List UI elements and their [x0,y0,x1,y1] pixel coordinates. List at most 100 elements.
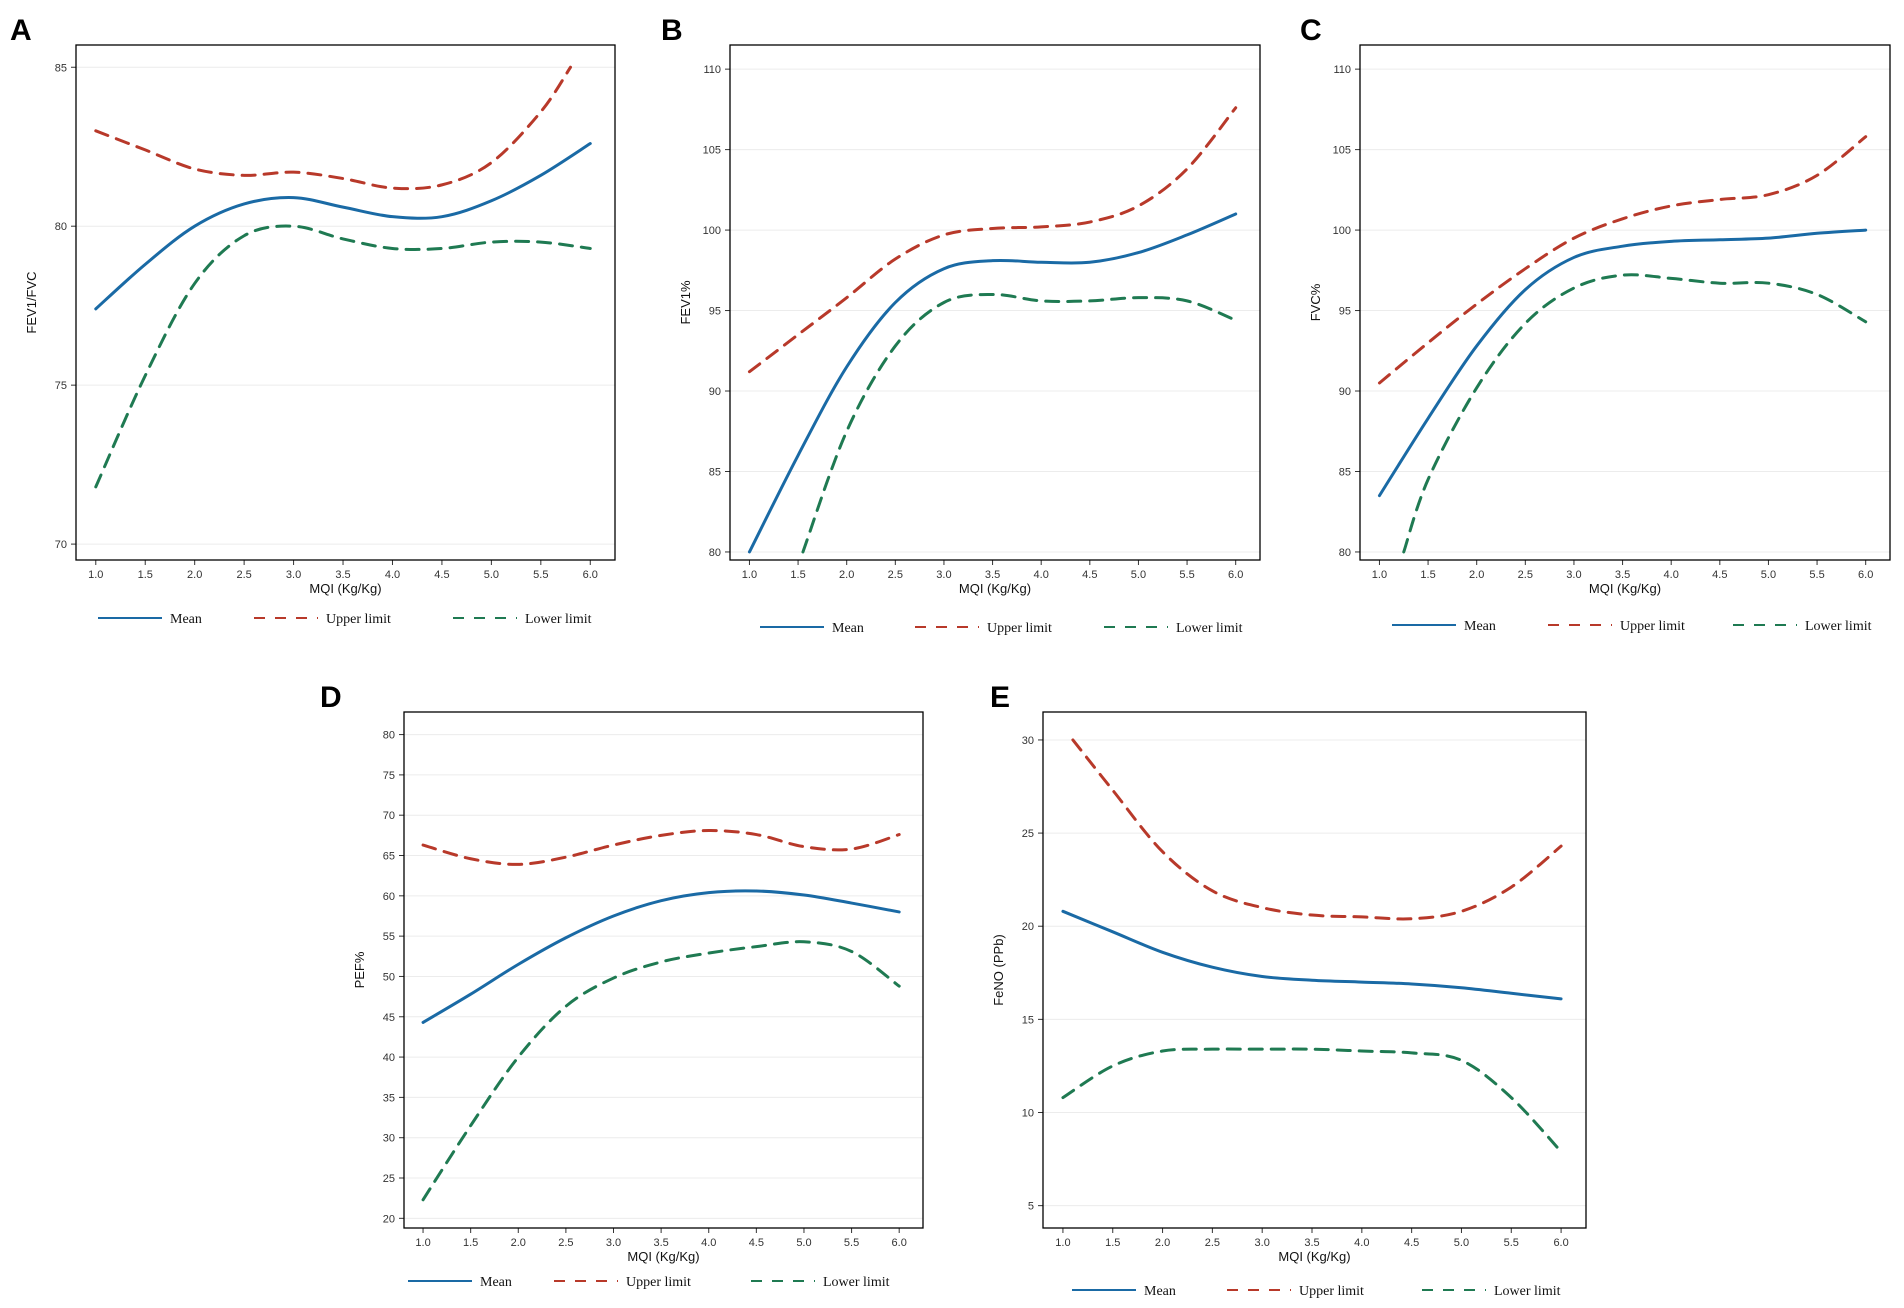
x-tick-label: 6.0 [1228,569,1243,581]
x-tick-label: 5.0 [1131,569,1146,581]
legend-label-mean: Mean [480,1275,512,1290]
series-lower-limit [94,224,592,489]
x-axis-title: MQI (Kg/Kg) [1589,581,1661,596]
legend: Mean Upper limit Lower limit [408,1275,890,1290]
y-tick-label: 15 [1022,1014,1034,1026]
legend-label-lower-limit: Lower limit [1805,619,1872,634]
x-tick-label: 5.0 [1761,569,1776,581]
x-tick-label: 4.0 [701,1237,716,1249]
series-group [94,65,592,489]
series-group [421,829,901,1202]
y-tick-label: 60 [383,891,395,903]
x-tick-label: 5.0 [796,1237,811,1249]
series-lower-limit [421,940,901,1202]
legend: Mean Upper limit Lower limit [1072,1284,1561,1299]
legend-label-mean: Mean [1144,1284,1176,1299]
x-tick-label: 2.0 [511,1237,526,1249]
y-tick-label: 5 [1028,1201,1034,1213]
y-tick-label: 80 [1339,547,1351,559]
x-tick-label: 3.5 [1615,569,1630,581]
x-tick-label: 3.0 [936,569,951,581]
x-tick-label: 2.5 [1518,569,1533,581]
x-tick-label: 1.5 [463,1237,478,1249]
x-tick-label: 3.0 [606,1237,621,1249]
x-tick-label: 2.5 [236,569,251,581]
y-tick-label: 90 [1339,386,1351,398]
x-tick-label: 6.0 [892,1237,907,1249]
plot-frame [403,711,924,1229]
x-tick-label: 1.5 [138,569,153,581]
y-tick-label: 25 [1022,828,1034,840]
x-axis-title: MQI (Kg/Kg) [627,1249,699,1264]
x-tick-label: 4.0 [385,569,400,581]
series-mean [1377,228,1868,498]
x-tick-label: 3.5 [335,569,350,581]
y-tick-label: 80 [383,730,395,742]
x-tick-label: 3.5 [653,1237,668,1249]
y-tick-label: 110 [1333,64,1351,76]
x-tick-label: 5.0 [1454,1237,1469,1249]
series-lower-limit [1402,273,1868,554]
panel-letter-b: B [661,14,683,47]
panel-letter-e: E [990,681,1010,714]
series-group [1377,135,1868,554]
y-tick-label: 10 [1022,1108,1034,1120]
series-group [1061,738,1563,1154]
y-tick-label: 25 [383,1173,395,1185]
y-tick-label: 105 [703,145,721,157]
series-upper-limit [747,106,1238,374]
x-axis-title: MQI (Kg/Kg) [309,581,381,596]
x-tick-label: 4.5 [434,569,449,581]
panel-b: B 80 85 90 95 100 105 110 1.0 1.5 2.0 2.5 3.0 3.5 4.0 4… [661,14,1261,636]
x-tick-label: 4.0 [1354,1237,1369,1249]
legend-label-mean: Mean [832,621,864,636]
legend-label-upper-limit: Upper limit [1299,1284,1364,1299]
panel-letter-c: C [1300,14,1322,47]
y-tick-label: 75 [383,770,395,782]
y-tick-label: 100 [703,225,721,237]
legend-label-mean: Mean [1464,619,1496,634]
y-tick-label: 85 [709,466,721,478]
legend-label-upper-limit: Upper limit [326,612,391,627]
y-tick-label: 35 [383,1092,395,1104]
x-tick-label: 1.0 [1372,569,1387,581]
y-tick-label: 55 [383,931,395,943]
x-tick-label: 6.0 [583,569,598,581]
y-axis-title: FVC% [1308,283,1323,321]
x-tick-label: 2.0 [1469,569,1484,581]
x-tick-label: 1.0 [742,569,757,581]
x-tick-label: 6.0 [1858,569,1873,581]
y-tick-label: 40 [383,1052,395,1064]
x-tick-label: 3.0 [286,569,301,581]
x-tick-label: 5.0 [484,569,499,581]
series-upper-limit [421,829,901,866]
legend: Mean Upper limit Lower limit [760,621,1243,636]
y-tick-label: 65 [383,851,395,863]
legend-label-upper-limit: Upper limit [1620,619,1685,634]
x-tick-label: 1.5 [1420,569,1435,581]
x-tick-label: 5.5 [1504,1237,1519,1249]
series-upper-limit [1377,135,1868,385]
series-mean [1061,909,1563,1001]
y-tick-label: 85 [55,62,67,74]
x-tick-label: 3.0 [1566,569,1581,581]
y-tick-label: 20 [1022,921,1034,933]
plot-frame [1042,711,1587,1229]
x-tick-label: 2.0 [187,569,202,581]
y-axis-title: PEF% [352,951,367,988]
legend: Mean Upper limit Lower limit [1392,619,1872,634]
y-tick-label: 70 [383,810,395,822]
series-mean [94,142,592,311]
y-tick-label: 45 [383,1012,395,1024]
y-tick-label: 75 [55,380,67,392]
x-tick-label: 5.5 [1179,569,1194,581]
series-upper-limit [94,65,572,191]
legend-label-lower-limit: Lower limit [823,1275,890,1290]
y-tick-label: 85 [1339,466,1351,478]
x-tick-label: 1.0 [1055,1237,1070,1249]
panel-c: C 80 85 90 95 100 105 110 1.0 1.5 2.0 2.5 3.0 3.5 4.0 4… [1300,14,1891,634]
panel-d: D 20 25 30 35 40 45 50 55 60 65 70 75 80 1.0 1.5 2.0 2.5 3… [320,681,924,1290]
x-tick-label: 2.5 [888,569,903,581]
legend-label-lower-limit: Lower limit [1494,1284,1561,1299]
panel-a: A 70 75 80 85 1.0 1.5 2.0 2.5 3.0 3.5 4.0 4.5 5.0 5.5 6… [10,14,616,627]
